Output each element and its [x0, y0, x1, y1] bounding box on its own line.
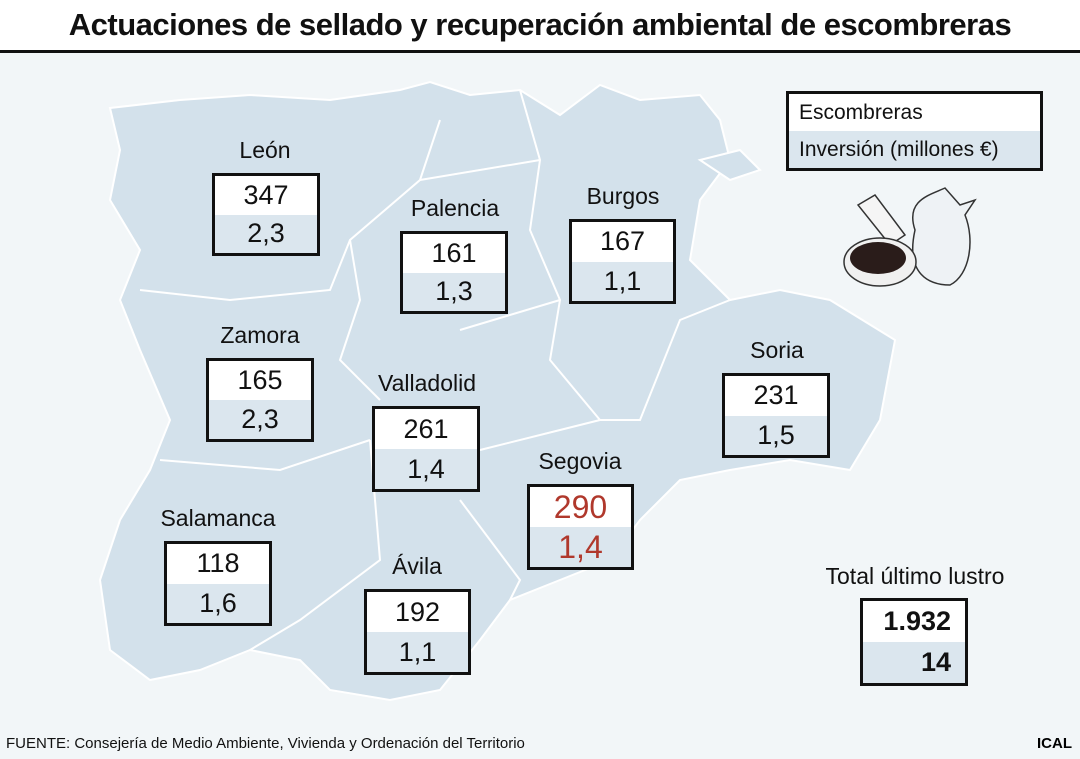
escombreras-value: 231	[753, 380, 799, 411]
page-title: Actuaciones de sellado y recuperación am…	[0, 0, 1080, 53]
province-label-palencia: Palencia	[410, 195, 500, 221]
legend: Escombreras Inversión (millones €)	[786, 91, 1043, 171]
province-label-avila: Ávila	[392, 553, 442, 579]
legend-inversion: Inversión (millones €)	[789, 131, 1040, 168]
escombreras-value: 165	[237, 365, 283, 395]
province-box-salamanca: 118 1,6	[164, 541, 272, 626]
escombreras-value: 261	[403, 413, 449, 444]
province-box-valladolid: 261 1,4	[372, 406, 480, 492]
province-box-soria: 231 1,5	[722, 373, 830, 458]
province-box-avila: 192 1,1	[364, 589, 471, 675]
treviño-enclave	[697, 148, 762, 182]
escombreras-value: 167	[599, 226, 646, 257]
total-box: 1.932 14	[860, 598, 968, 686]
total-label: Total último lustro	[825, 563, 1005, 589]
debris-bag-and-pan-icon	[843, 187, 977, 287]
province-box-zamora: 165 2,3	[206, 358, 314, 442]
legend-escombreras: Escombreras	[799, 101, 923, 124]
inversion-value: 1,4	[530, 527, 631, 567]
inversion-value: 2,3	[209, 400, 311, 439]
province-label-segovia: Segovia	[538, 448, 622, 474]
inversion-value: 1,1	[367, 632, 468, 672]
inversion-value: 1,5	[725, 415, 827, 455]
province-box-palencia: 161 1,3	[400, 231, 508, 314]
escombreras-value: 347	[243, 179, 289, 210]
inversion-value: 1,6	[167, 583, 269, 623]
inversion-value: 1,1	[572, 261, 673, 301]
inversion-value: 1,3	[403, 272, 505, 311]
province-label-leon: León	[239, 137, 291, 163]
escombreras-value: 161	[431, 237, 477, 268]
province-borders	[139, 89, 731, 651]
province-label-valladolid: Valladolid	[377, 370, 477, 396]
province-box-burgos: 167 1,1	[569, 219, 676, 304]
province-label-soria: Soria	[750, 337, 804, 363]
total-inversion: 14	[863, 642, 965, 683]
province-label-burgos: Burgos	[586, 183, 660, 209]
escombreras-value: 192	[394, 596, 441, 627]
province-box-segovia: 290 1,4	[527, 484, 634, 570]
province-label-zamora: Zamora	[220, 322, 300, 348]
escombreras-value: 290	[553, 488, 608, 525]
brand: ICAL	[1037, 735, 1072, 752]
escombreras-value: 118	[196, 548, 240, 579]
inversion-value: 1,4	[375, 449, 477, 489]
source-note: FUENTE: Consejería de Medio Ambiente, Vi…	[6, 735, 525, 752]
province-box-leon: 347 2,3	[212, 173, 320, 256]
province-label-salamanca: Salamanca	[160, 505, 276, 531]
inversion-value: 2,3	[215, 214, 317, 253]
total-escombreras: 1.932	[883, 606, 951, 636]
